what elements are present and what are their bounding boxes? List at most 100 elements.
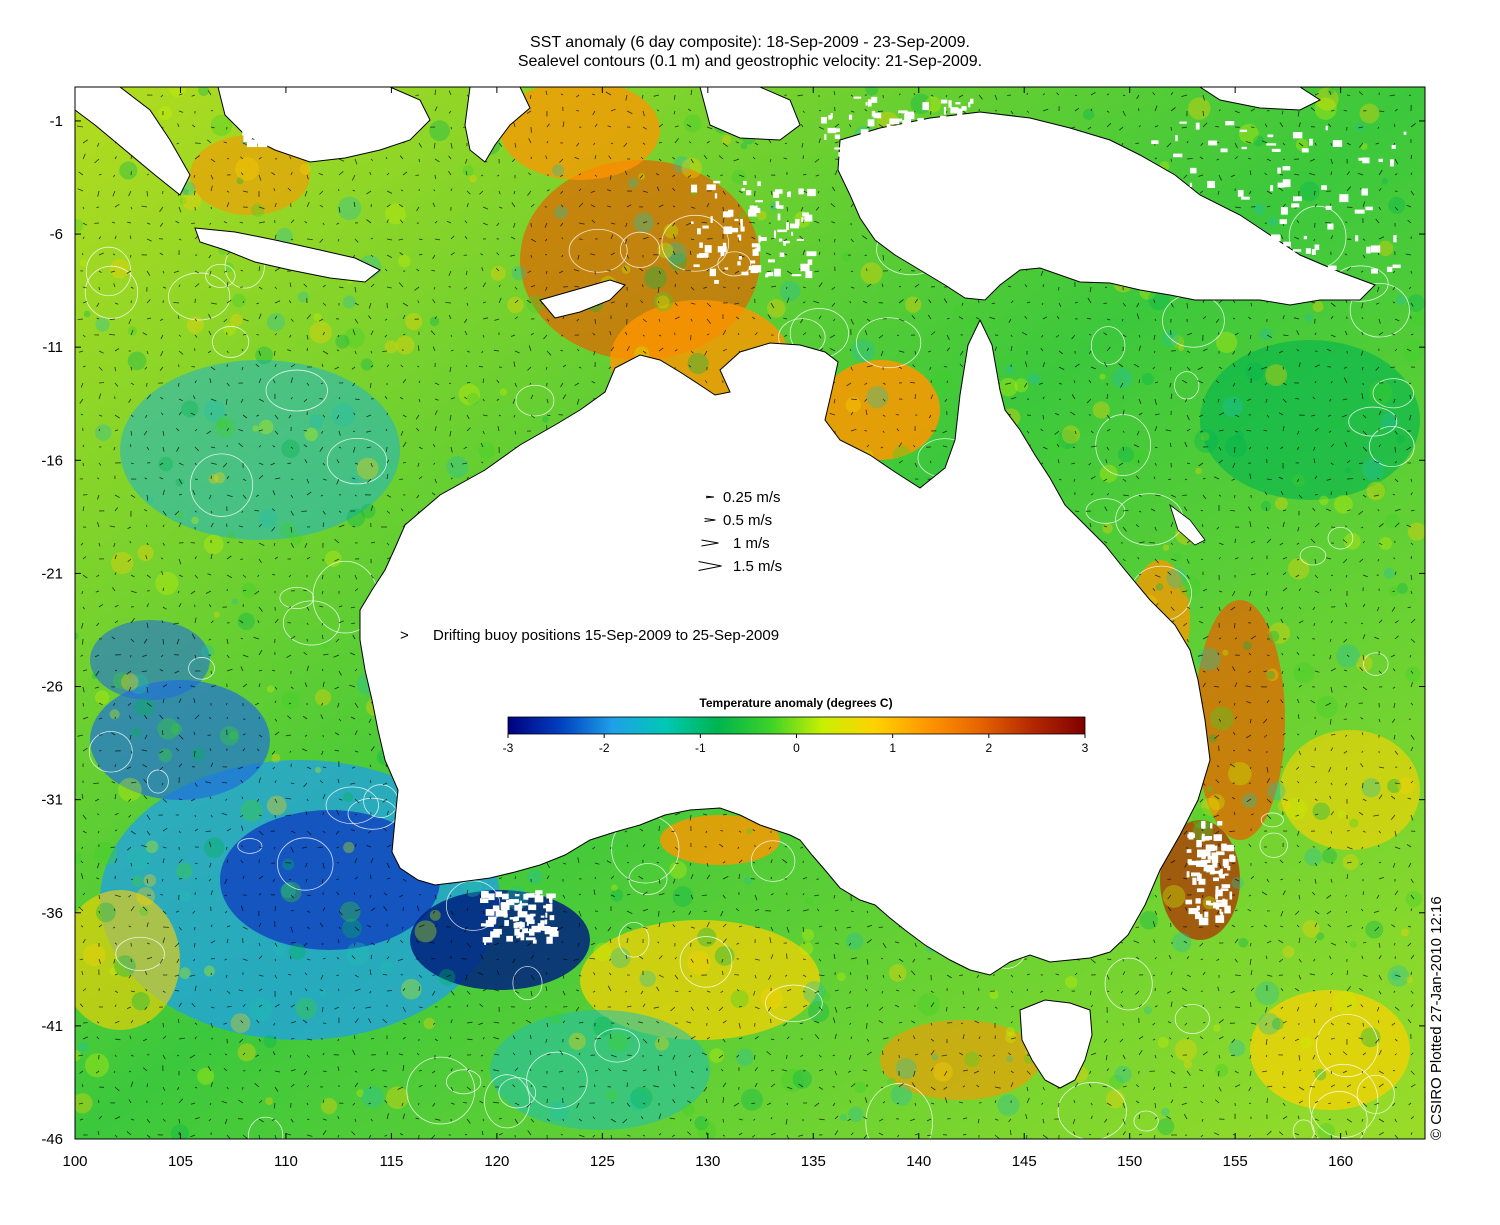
sst-speckle xyxy=(1383,567,1395,580)
cloud-gap xyxy=(1311,249,1316,255)
cloud-gap xyxy=(1185,899,1193,905)
cloud-gap xyxy=(702,225,709,229)
lon-tick-label: 115 xyxy=(379,1153,403,1170)
cloud-gap xyxy=(548,893,556,899)
cloud-gap xyxy=(1210,822,1213,829)
sealevel-contour xyxy=(1090,326,1126,366)
sst-speckle xyxy=(930,370,955,394)
sst-speckle xyxy=(186,316,205,334)
sst-speckle xyxy=(1407,522,1425,541)
sst-speckle xyxy=(820,990,831,1002)
sst-speckle xyxy=(1222,396,1244,418)
sst-speckle xyxy=(683,114,702,133)
cloud-gap xyxy=(481,891,489,898)
sst-speckle xyxy=(1349,818,1359,828)
sealevel-contour xyxy=(248,1116,284,1139)
cloud-gap xyxy=(1215,893,1218,900)
sealevel-contour xyxy=(325,786,379,825)
sst-speckle xyxy=(384,340,398,354)
cloud-gap xyxy=(807,188,816,197)
cloud-gap xyxy=(1204,851,1208,856)
sst-speckle xyxy=(1065,975,1078,989)
sst-speckle xyxy=(664,241,687,265)
sealevel-contour xyxy=(115,936,165,971)
sst-speckle xyxy=(694,1116,709,1131)
sst-speckle xyxy=(203,965,215,977)
sst-speckle xyxy=(1259,328,1273,341)
cloud-gap xyxy=(1195,898,1201,904)
sst-speckle xyxy=(888,964,907,982)
cloud-gap xyxy=(867,119,875,127)
sst-speckle xyxy=(669,860,687,879)
new-guinea xyxy=(837,111,1376,306)
cloud-gap xyxy=(1227,865,1231,871)
sst-speckle xyxy=(158,106,173,121)
cloud-gap xyxy=(544,930,553,935)
sulawesi xyxy=(464,87,531,163)
sst-speckle xyxy=(1157,1118,1175,1136)
sealevel-contour xyxy=(1310,1091,1368,1139)
cloud-gap xyxy=(806,251,817,257)
sst-speckle xyxy=(469,175,477,183)
cloud-gap xyxy=(1241,196,1250,200)
sealevel-contour xyxy=(211,326,250,358)
sst-speckle xyxy=(83,310,91,318)
sst-speckle xyxy=(398,254,411,268)
sst-speckle xyxy=(350,475,359,484)
tasmania xyxy=(1019,999,1093,1089)
cloud-gap xyxy=(1216,899,1224,903)
sst-speckle xyxy=(1155,583,1164,591)
sst-speckle xyxy=(171,723,183,735)
sst-speckle xyxy=(1206,786,1213,793)
sst-speckle xyxy=(743,876,752,885)
sealevel-contour xyxy=(1104,957,1153,1011)
sst-speckle xyxy=(136,887,155,906)
velocity-scale-arrow-icon xyxy=(698,561,722,571)
cloud-gap xyxy=(904,134,912,140)
cloud-gap xyxy=(243,134,252,143)
sst-speckle xyxy=(1194,428,1219,453)
cloud-gap xyxy=(265,100,268,106)
cloud-gap xyxy=(967,146,976,153)
sst-speckle xyxy=(429,316,440,327)
lat-tick-label: -41 xyxy=(41,1018,63,1035)
sst-speckle xyxy=(611,884,618,892)
sealevel-contour xyxy=(84,265,139,319)
sst-speckle xyxy=(1099,464,1118,483)
cloud-gap xyxy=(1224,873,1229,876)
cloud-gap xyxy=(791,274,802,277)
sst-speckle xyxy=(738,211,747,219)
sst-speckle xyxy=(687,950,712,975)
sst-speckle xyxy=(94,690,110,705)
cloud-gap xyxy=(1280,207,1288,215)
cloud-gap xyxy=(545,903,553,912)
cloud-gap xyxy=(1214,238,1223,244)
cloud-gap xyxy=(1217,820,1223,826)
cloud-gap xyxy=(246,130,249,135)
cloud-gap xyxy=(1296,266,1303,275)
sst-speckle xyxy=(549,1101,569,1121)
sst-speckle xyxy=(1214,1063,1229,1077)
sst-speckle xyxy=(405,313,423,331)
cloud-gap xyxy=(861,140,867,147)
cloud-gap xyxy=(1403,131,1407,135)
cloud-gap xyxy=(1205,900,1211,905)
cloud-gap xyxy=(1223,899,1228,908)
sst-speckle xyxy=(593,942,612,962)
sst-speckle xyxy=(158,748,173,763)
cloud-gap xyxy=(287,109,294,113)
sst-speckle xyxy=(1321,848,1337,864)
cloud-gap xyxy=(504,920,509,926)
cloud-gap xyxy=(1267,134,1274,138)
cloud-gap xyxy=(1188,860,1198,866)
cloud-gap xyxy=(791,231,794,236)
cloud-gap xyxy=(549,915,555,921)
lon-tick-label: 125 xyxy=(590,1153,615,1170)
cloud-gap xyxy=(828,115,833,120)
cloud-gap xyxy=(873,112,882,119)
cloud-gap xyxy=(1314,244,1320,250)
sst-speckle xyxy=(805,896,814,905)
cloud-gap xyxy=(1220,888,1229,892)
java xyxy=(194,227,381,283)
sst-speckle xyxy=(630,1086,653,1109)
